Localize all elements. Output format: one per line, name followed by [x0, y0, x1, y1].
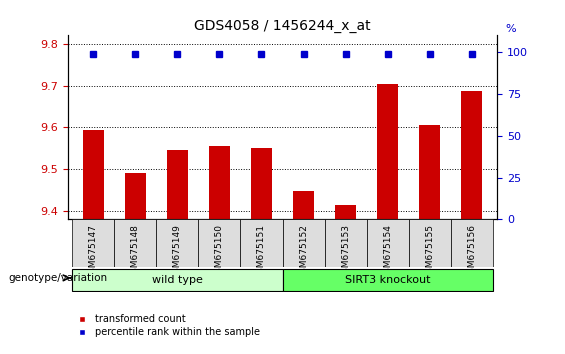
Text: GSM675148: GSM675148	[131, 224, 140, 279]
Text: GSM675147: GSM675147	[89, 224, 98, 279]
Text: GSM675151: GSM675151	[257, 224, 266, 279]
Text: GSM675154: GSM675154	[383, 224, 392, 279]
Text: GSM675153: GSM675153	[341, 224, 350, 279]
FancyBboxPatch shape	[72, 219, 114, 267]
Bar	[125, 173, 146, 219]
Bar	[335, 205, 356, 219]
FancyBboxPatch shape	[409, 219, 451, 267]
FancyBboxPatch shape	[325, 219, 367, 267]
Text: genotype/variation: genotype/variation	[8, 273, 107, 283]
FancyBboxPatch shape	[114, 219, 156, 267]
Title: GDS4058 / 1456244_x_at: GDS4058 / 1456244_x_at	[194, 19, 371, 33]
Bar	[462, 91, 483, 219]
Text: SIRT3 knockout: SIRT3 knockout	[345, 275, 431, 285]
Text: GSM675152: GSM675152	[299, 224, 308, 279]
FancyBboxPatch shape	[367, 219, 409, 267]
FancyBboxPatch shape	[282, 219, 325, 267]
Text: GSM675149: GSM675149	[173, 224, 182, 279]
Bar	[167, 150, 188, 219]
Legend: transformed count, percentile rank within the sample: transformed count, percentile rank withi…	[73, 314, 260, 337]
Bar	[251, 148, 272, 219]
FancyBboxPatch shape	[156, 219, 198, 267]
Bar	[209, 146, 230, 219]
Text: wild type: wild type	[152, 275, 203, 285]
FancyBboxPatch shape	[72, 268, 282, 291]
FancyBboxPatch shape	[198, 219, 240, 267]
Bar	[293, 192, 314, 219]
FancyBboxPatch shape	[451, 219, 493, 267]
Text: GSM675150: GSM675150	[215, 224, 224, 279]
Bar	[377, 84, 398, 219]
Text: GSM675155: GSM675155	[425, 224, 434, 279]
Text: GSM675156: GSM675156	[467, 224, 476, 279]
FancyBboxPatch shape	[282, 268, 493, 291]
Bar	[419, 125, 440, 219]
Bar	[82, 130, 103, 219]
Text: %: %	[506, 24, 516, 34]
FancyBboxPatch shape	[240, 219, 282, 267]
